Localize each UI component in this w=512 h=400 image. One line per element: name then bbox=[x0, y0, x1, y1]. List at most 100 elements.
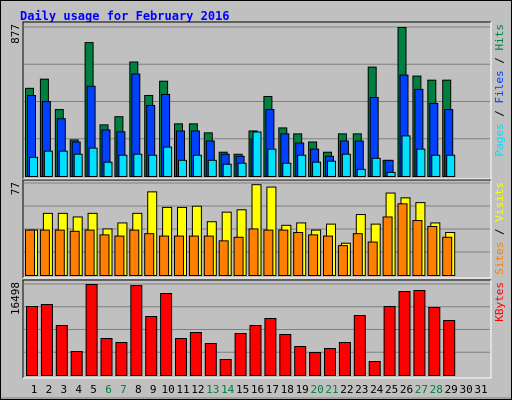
legend: Pages / Files / Hits bbox=[493, 24, 506, 157]
x-tick-label: 8 bbox=[135, 383, 142, 396]
bar bbox=[69, 230, 80, 276]
chart-title: Daily usage for February 2016 bbox=[20, 9, 230, 23]
bar bbox=[103, 161, 113, 178]
bar bbox=[278, 229, 289, 276]
x-tick-label: 16 bbox=[251, 383, 264, 396]
x-tick-label: 24 bbox=[370, 383, 384, 396]
bar bbox=[356, 168, 366, 177]
bar bbox=[324, 348, 336, 376]
bar bbox=[188, 235, 199, 276]
bar bbox=[29, 156, 38, 177]
bar bbox=[26, 305, 38, 377]
bar bbox=[25, 229, 35, 276]
y-tick-label: 877 bbox=[9, 24, 22, 44]
bar bbox=[353, 314, 366, 376]
legend-entry: Pages bbox=[493, 123, 506, 156]
bar bbox=[160, 293, 173, 377]
x-tick-label: 22 bbox=[340, 383, 353, 396]
bar bbox=[341, 153, 351, 177]
bar bbox=[233, 236, 244, 276]
legend-entry: Files bbox=[493, 70, 506, 103]
legend-separator: / bbox=[493, 222, 506, 242]
x-tick-label: 18 bbox=[281, 383, 294, 396]
bar bbox=[371, 157, 381, 178]
x-tick-label: 11 bbox=[176, 383, 189, 396]
x-tick-label: 19 bbox=[296, 383, 309, 396]
bar bbox=[297, 154, 307, 178]
bar bbox=[234, 333, 247, 376]
bar bbox=[144, 233, 155, 277]
x-tick-label: 26 bbox=[400, 383, 413, 396]
bar bbox=[249, 324, 262, 376]
x-tick-label: 30 bbox=[459, 383, 472, 396]
x-tick-label: 23 bbox=[355, 383, 368, 396]
legend-entry: Sites bbox=[493, 242, 506, 275]
bar bbox=[338, 341, 351, 376]
bar bbox=[237, 162, 247, 177]
x-tick-label: 13 bbox=[206, 383, 219, 396]
bar bbox=[58, 150, 68, 177]
bar bbox=[267, 148, 277, 177]
bar bbox=[412, 220, 423, 276]
bar bbox=[55, 324, 68, 376]
panel-border bbox=[23, 22, 492, 180]
bar bbox=[337, 245, 348, 276]
bar bbox=[413, 290, 426, 377]
bar bbox=[218, 240, 229, 276]
bar bbox=[279, 334, 292, 377]
bar bbox=[398, 290, 411, 376]
bar bbox=[248, 228, 259, 277]
bar bbox=[431, 154, 441, 178]
bar bbox=[54, 229, 65, 276]
bar bbox=[294, 345, 307, 376]
bar bbox=[442, 236, 453, 276]
x-tick-label: 7 bbox=[120, 383, 127, 396]
bar bbox=[323, 235, 333, 276]
bar bbox=[192, 154, 202, 178]
legend-entry: Visits bbox=[493, 182, 506, 222]
bar bbox=[39, 229, 50, 276]
panel-border bbox=[22, 279, 491, 378]
bar bbox=[352, 233, 363, 277]
legend-entry: KBytes bbox=[493, 282, 506, 322]
bar bbox=[427, 226, 438, 276]
x-tick-label: 29 bbox=[445, 383, 458, 396]
bar bbox=[252, 131, 262, 178]
bar bbox=[88, 147, 98, 177]
x-tick-label: 15 bbox=[236, 383, 249, 396]
bar bbox=[99, 234, 110, 276]
x-tick-label: 2 bbox=[46, 383, 53, 396]
x-tick-label: 9 bbox=[150, 383, 157, 396]
bar bbox=[159, 235, 170, 276]
x-tick-label: 27 bbox=[415, 383, 428, 396]
bar bbox=[203, 235, 214, 276]
panel-border bbox=[22, 21, 491, 179]
bar bbox=[133, 153, 143, 177]
bar bbox=[428, 307, 441, 377]
x-tick-label: 4 bbox=[75, 383, 82, 396]
bar bbox=[397, 203, 408, 276]
legend-separator: / bbox=[493, 51, 506, 71]
y-tick-label: 77 bbox=[9, 182, 22, 195]
bar bbox=[416, 148, 426, 177]
x-tick-label: 21 bbox=[325, 383, 338, 396]
x-tick-label: 5 bbox=[90, 383, 97, 396]
bar bbox=[382, 216, 393, 276]
bar bbox=[145, 316, 158, 376]
x-tick-label: 28 bbox=[430, 383, 443, 396]
legend-entry: Hits bbox=[493, 24, 506, 51]
bar bbox=[40, 304, 53, 376]
bar bbox=[383, 305, 396, 377]
bar bbox=[100, 337, 113, 376]
bar bbox=[309, 351, 322, 376]
bar bbox=[264, 317, 277, 376]
panel-border bbox=[23, 280, 492, 379]
bar bbox=[219, 358, 232, 376]
bar bbox=[174, 235, 184, 276]
bar bbox=[130, 285, 143, 376]
x-tick-label: 12 bbox=[191, 383, 204, 396]
panel-border bbox=[22, 179, 491, 278]
x-tick-label: 6 bbox=[105, 383, 112, 396]
x-tick-label: 10 bbox=[161, 383, 174, 396]
